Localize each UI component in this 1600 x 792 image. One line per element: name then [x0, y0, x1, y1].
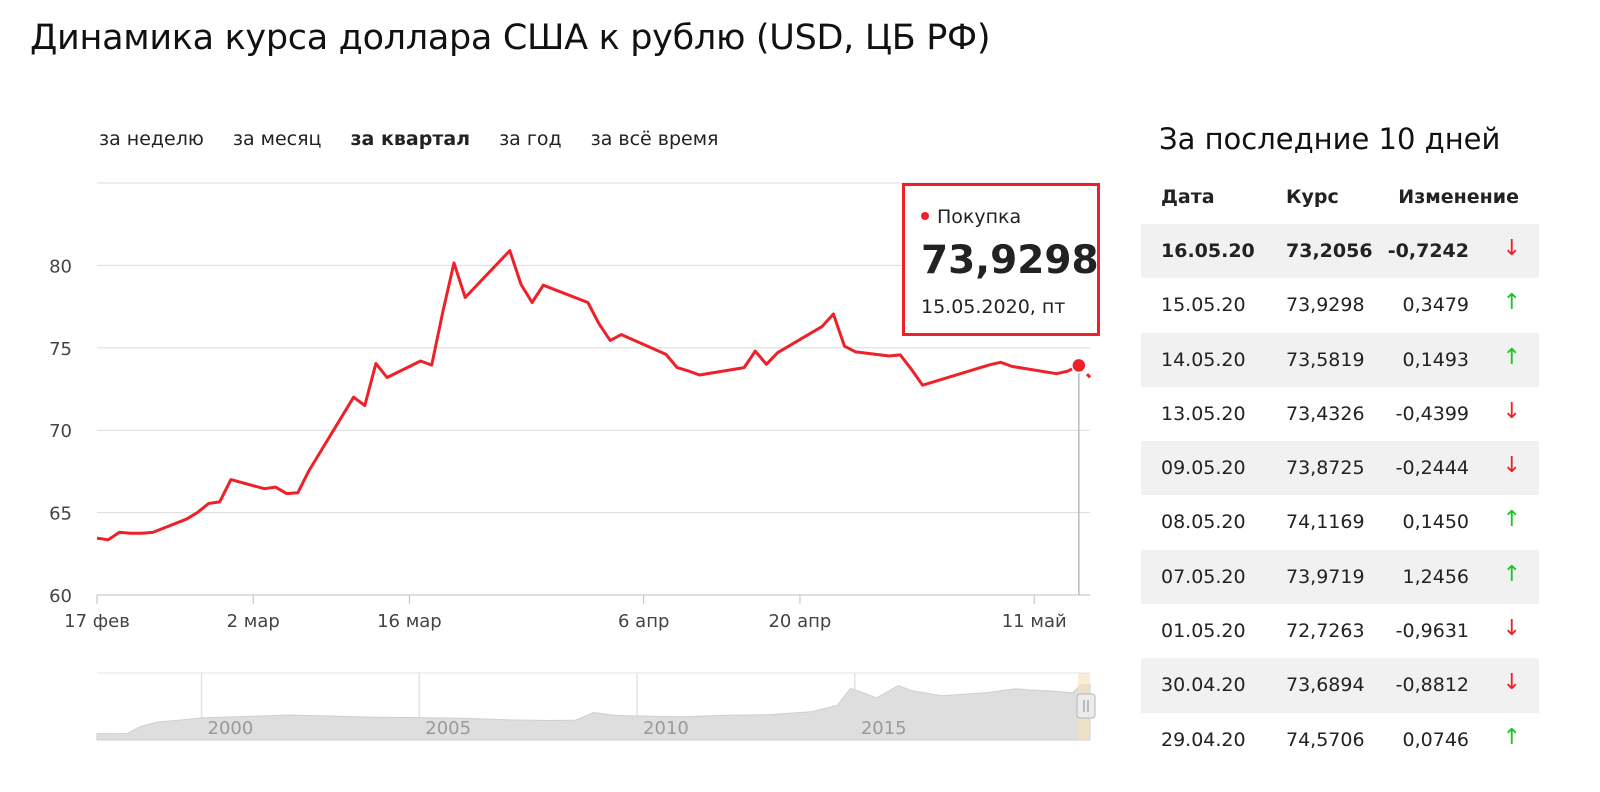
navigator-handle[interactable]	[1076, 693, 1096, 719]
row-rate: 73,8725	[1286, 457, 1365, 480]
navigator-tick-label: 2005	[425, 718, 471, 739]
row-date: 29.04.20	[1161, 728, 1246, 751]
arrow-down-icon: ↓	[1502, 670, 1521, 696]
arrow-up-icon: ↑	[1502, 724, 1521, 750]
row-date: 16.05.20	[1161, 240, 1255, 262]
table-body: 16.05.20 73,2056 -0,7242 ↓ 15.05.20 73,9298 0,…	[1141, 224, 1539, 767]
row-date: 14.05.20	[1161, 348, 1246, 371]
y-tick-label: 60	[49, 586, 72, 607]
row-rate: 73,4326	[1286, 402, 1365, 425]
row-date: 07.05.20	[1161, 565, 1246, 588]
series-line	[96, 249, 1080, 542]
row-change: 1,2456	[1402, 565, 1469, 588]
period-week[interactable]: за неделю	[99, 128, 204, 150]
row-rate: 73,9719	[1286, 565, 1365, 588]
period-selector: за неделю за месяц за квартал за год за …	[99, 128, 747, 150]
table-row: 14.05.20 73,5819 0,1493 ↑	[1141, 332, 1539, 387]
period-quarter[interactable]: за квартал	[350, 128, 471, 150]
row-date: 09.05.20	[1161, 457, 1246, 480]
row-change: 0,3479	[1402, 294, 1469, 317]
row-rate: 73,6894	[1286, 674, 1365, 697]
header-change: Изменение	[1398, 186, 1519, 208]
row-rate: 73,5819	[1286, 348, 1365, 371]
row-rate: 74,5706	[1286, 728, 1365, 751]
table-row: 01.05.20 72,7263 -0,9631 ↓	[1141, 604, 1539, 658]
row-date: 30.04.20	[1161, 674, 1246, 697]
arrow-up-icon: ↑	[1502, 507, 1521, 533]
row-change: -0,2444	[1395, 457, 1469, 480]
arrow-down-icon: ↓	[1502, 453, 1521, 479]
tooltip-series: Покупка	[921, 206, 1021, 228]
row-change: -0,9631	[1395, 620, 1469, 643]
row-change: -0,4399	[1395, 402, 1469, 425]
row-change: 0,1493	[1402, 348, 1469, 371]
navigator-layer: 2000 2005 2010 2015	[96, 672, 1096, 741]
period-all-time[interactable]: за всё время	[590, 128, 719, 150]
row-date: 15.05.20	[1161, 294, 1246, 317]
header-date: Дата	[1161, 186, 1215, 208]
chart-navigator[interactable]: 2000 2005 2010 2015	[0, 672, 1120, 744]
arrow-down-icon: ↓	[1502, 236, 1521, 261]
navigator-handle-box[interactable]	[1076, 693, 1096, 719]
row-rate: 74,1169	[1286, 511, 1365, 534]
row-change: 0,1450	[1402, 511, 1469, 534]
recent-rates-table: Дата Курс Изменение 16.05.20 73,2056 -0,72…	[1141, 170, 1539, 767]
chart-tooltip: Покупка 73,9298 15.05.2020, пт	[902, 183, 1100, 336]
chart-series	[96, 249, 1092, 595]
table-row: 09.05.20 73,8725 -0,2444 ↓	[1141, 441, 1539, 496]
highlight-point[interactable]	[1071, 357, 1087, 374]
table-row: 07.05.20 73,9719 1,2456 ↑	[1141, 549, 1539, 605]
y-axis: 60 65 70 75 80	[49, 256, 72, 607]
row-rate: 72,7263	[1286, 620, 1365, 643]
arrow-down-icon: ↓	[1502, 398, 1521, 424]
recent-days-title: За последние 10 дней	[1159, 122, 1501, 156]
navigator-tick-label: 2000	[208, 718, 254, 739]
row-date: 01.05.20	[1161, 620, 1246, 643]
arrow-up-icon: ↑	[1502, 344, 1521, 370]
table-row: 08.05.20 74,1169 0,1450 ↑	[1141, 495, 1539, 549]
x-tick-label: 20 апр	[768, 611, 831, 632]
period-year[interactable]: за год	[499, 128, 562, 150]
row-rate: 73,2056	[1286, 240, 1373, 262]
tooltip-marker-icon	[921, 212, 929, 220]
x-tick-label: 6 апр	[618, 611, 669, 632]
tooltip-value: 73,9298	[921, 238, 1099, 283]
navigator-tick-label: 2010	[643, 718, 689, 739]
x-tick-label: 11 май	[1002, 611, 1067, 632]
table-row: 30.04.20 73,6894 -0,8812 ↓	[1141, 658, 1539, 713]
table-row: 13.05.20 73,4326 -0,4399 ↓	[1141, 387, 1539, 441]
header-rate: Курс	[1286, 186, 1339, 208]
x-axis: 17 фев 2 мар 16 мар 6 апр 20 апр 11 май	[64, 595, 1067, 632]
row-rate: 73,9298	[1286, 294, 1365, 317]
tooltip-label: Покупка	[937, 206, 1022, 228]
table-row: 16.05.20 73,2056 -0,7242 ↓	[1141, 224, 1539, 279]
y-tick-label: 75	[49, 339, 72, 360]
y-tick-label: 80	[49, 256, 72, 277]
page-title: Динамика курса доллара США к рублю (USD,…	[30, 18, 991, 58]
table-row: 15.05.20 73,9298 0,3479 ↑	[1141, 278, 1539, 332]
arrow-down-icon: ↓	[1502, 616, 1521, 642]
row-change: 0,0746	[1402, 728, 1469, 751]
table-row: 29.04.20 74,5706 0,0746 ↑	[1141, 713, 1539, 767]
table-header: Дата Курс Изменение	[1141, 170, 1539, 224]
row-date: 13.05.20	[1161, 402, 1246, 425]
x-tick-label: 17 фев	[64, 611, 130, 632]
period-month[interactable]: за месяц	[232, 128, 322, 150]
y-tick-label: 70	[49, 421, 72, 442]
navigator-area	[96, 683, 1091, 741]
arrow-up-icon: ↑	[1502, 290, 1521, 316]
x-tick-label: 2 мар	[227, 611, 280, 632]
x-tick-label: 16 мар	[377, 611, 442, 632]
y-tick-label: 65	[49, 504, 72, 525]
arrow-up-icon: ↑	[1502, 561, 1521, 587]
row-change: -0,7242	[1387, 240, 1469, 262]
row-change: -0,8812	[1395, 674, 1469, 697]
tooltip-date: 15.05.2020, пт	[921, 296, 1066, 318]
navigator-tick-label: 2015	[861, 718, 907, 739]
row-date: 08.05.20	[1161, 511, 1246, 534]
